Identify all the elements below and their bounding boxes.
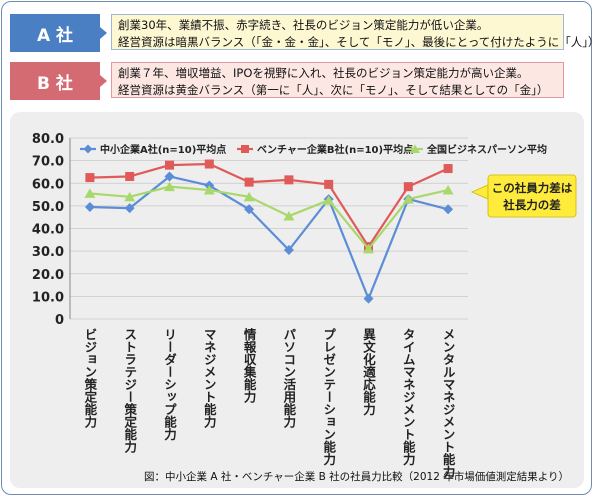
company-b-description: 創業７年、増収増益、IPOを視野に入れ、社長のビジョン策定能力が高い企業。 経営…: [111, 62, 564, 98]
data-point-c: [203, 185, 215, 195]
legend-label: 中小企業A社(n=10)平均点: [100, 143, 226, 156]
x-tick-label: ビジョン策定能力: [82, 328, 97, 429]
data-point-c: [402, 194, 414, 204]
company-a-line2: 経営資源は暗黒バランス（「金・金・金」、そして「モノ」、最後にとって付けたように…: [118, 35, 593, 49]
x-tick-label: 情報収集能力: [242, 327, 257, 404]
data-point-c: [363, 243, 374, 254]
data-point-a: [283, 244, 294, 255]
data-point-b: [125, 171, 135, 181]
y-tick-label: 10.0: [32, 290, 64, 305]
x-tick-label: タイムマネジメント能力: [401, 328, 416, 466]
data-point-a: [124, 203, 135, 214]
data-point-b: [403, 182, 413, 192]
series-line-3: [89, 185, 449, 251]
y-tick-label: 40.0: [32, 223, 64, 238]
y-tick-label: 30.0: [32, 245, 64, 260]
data-point-c: [323, 195, 335, 205]
legend-marker-square: [241, 145, 249, 153]
y-tick-label: 60.0: [32, 177, 64, 192]
data-point-c: [164, 181, 175, 192]
data-point-b: [284, 175, 294, 185]
x-tick-label: ストラテジー策定能力: [122, 328, 137, 454]
company-b-arrow-icon: [100, 75, 107, 87]
data-point-b: [443, 164, 453, 174]
company-b-line1: 創業７年、増収増益、IPOを視野に入れ、社長のビジョン策定能力が高い企業。: [118, 66, 529, 80]
series-line-1: [89, 175, 449, 302]
y-tick-label: 20.0: [32, 268, 64, 283]
data-point-b: [204, 159, 214, 169]
callout-line1: この社員力差は: [492, 181, 573, 195]
legend-label: 全国ビジネスパーソン平均: [426, 143, 547, 156]
legend-marker-diamond: [83, 144, 93, 154]
data-point-b: [85, 173, 95, 183]
data-point-a: [443, 204, 454, 215]
y-tick-label: 0: [55, 313, 64, 328]
data-point-c: [243, 191, 255, 202]
figure-caption: 図：中小企業 A 社・ベンチャー企業 B 社の社員力比較（2012 年市場価値測…: [144, 471, 569, 483]
company-b-badge: B 社: [10, 62, 100, 100]
data-point-c: [442, 185, 454, 195]
data-point-a: [164, 171, 175, 182]
x-tick-label: プレゼンテーション能力: [321, 328, 336, 466]
y-tick-label: 70.0: [32, 155, 64, 170]
series-line-2: [89, 162, 449, 249]
x-tick-label: マネジメント能力: [202, 328, 217, 429]
company-a-arrow-icon: [100, 27, 107, 39]
chart-panel: [10, 112, 584, 488]
data-point-c: [124, 191, 136, 202]
data-point-b: [324, 179, 334, 189]
callout-box: この社員力差は 社長力の差: [471, 174, 577, 218]
company-a-badge: A 社: [10, 14, 100, 52]
data-point-c: [283, 211, 295, 221]
company-a-line1: 創業30年、業績不振、赤字続き、社長のビジョン策定能力が低い企業。: [118, 18, 489, 32]
x-tick-label: メンタルマネジメント能力: [441, 328, 456, 479]
y-tick-label: 50.0: [32, 200, 64, 215]
callout-line2: 社長力の差: [502, 198, 561, 212]
company-a-description: 創業30年、業績不振、赤字続き、社長のビジョン策定能力が低い企業。 経営資源は暗…: [111, 14, 593, 50]
legend-label: ベンチャー企業B社(n=10)平均点: [257, 143, 413, 156]
x-tick-label: パソコン活用能力: [281, 328, 296, 429]
y-tick-label: 80.0: [32, 132, 64, 147]
x-tick-label: リーダーシップ能力: [162, 328, 177, 441]
data-point-a: [244, 204, 255, 215]
data-point-a: [84, 202, 95, 213]
data-point-b: [165, 160, 174, 170]
data-point-c: [84, 188, 96, 198]
data-point-b: [244, 177, 254, 187]
data-point-a: [363, 293, 374, 304]
x-tick-label: 異文化適応能力: [361, 328, 376, 416]
legend-marker-triangle: [410, 144, 420, 153]
company-b-line2: 経営資源は黄金バランス（第一に「人」、次に「モノ」、そして結果としての「金」）: [118, 83, 549, 97]
